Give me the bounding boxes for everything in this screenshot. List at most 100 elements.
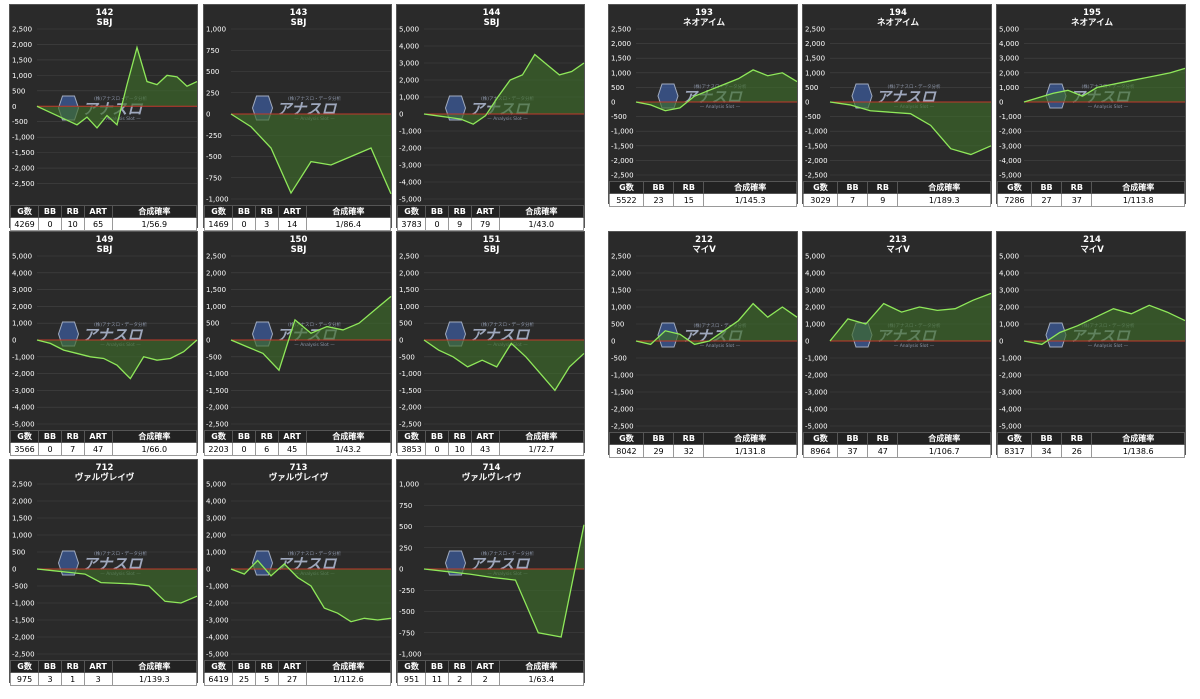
stats-value: 7 bbox=[836, 193, 869, 207]
stats-header: RB bbox=[673, 181, 705, 194]
stats-value: 3029 bbox=[803, 193, 838, 207]
y-tick-label: 1,500 bbox=[12, 515, 32, 523]
stats-header: G数 bbox=[203, 660, 234, 673]
stats-value: 47 bbox=[83, 442, 113, 456]
watermark-top: (株)アナスロ・データ分析 bbox=[288, 321, 341, 328]
series-line bbox=[829, 101, 992, 156]
stats-value: 1/43.2 bbox=[305, 442, 392, 456]
chart-model: マイV bbox=[886, 245, 910, 255]
y-tick-label: 1,500 bbox=[399, 286, 419, 294]
watermark-top: (株)アナスロ・データ分析 bbox=[94, 550, 147, 557]
stats-table: G数 BB RB 合成確率 8964 37 47 1/106.7 bbox=[803, 432, 991, 458]
series-area bbox=[830, 293, 991, 341]
stats-header: G数 bbox=[9, 430, 40, 443]
y-tick-label: -1,000 bbox=[611, 372, 634, 380]
chart-model: ヴァルヴレイヴ bbox=[75, 472, 135, 483]
y-tick-label: 2,000 bbox=[399, 269, 419, 277]
stats-header: BB bbox=[425, 430, 449, 443]
y-tick-label: -2,500 bbox=[611, 423, 634, 431]
y-tick-label: -1,500 bbox=[12, 617, 35, 625]
stats-header: 合成確率 bbox=[498, 430, 585, 443]
y-tick-label: 4,000 bbox=[805, 270, 825, 278]
chart-panel-713: 713 ヴァルヴレイヴ 5,000 4,000 3,000 2,000 1,000 0 -1,0… bbox=[203, 459, 392, 686]
stats-header: G数 bbox=[997, 432, 1032, 445]
series-line bbox=[36, 339, 198, 380]
y-tick-label: -3,000 bbox=[999, 142, 1022, 150]
y-tick-label: -1,000 bbox=[999, 113, 1022, 121]
y-tick-label: -5,000 bbox=[399, 196, 422, 204]
chart-number: 142 bbox=[96, 8, 114, 18]
y-tick-label: -4,000 bbox=[12, 404, 35, 412]
stats-header: RB bbox=[1061, 181, 1093, 194]
stats-header: BB bbox=[232, 660, 256, 673]
chart-model: ヴァルヴレイヴ bbox=[269, 472, 329, 483]
stats-header: BB bbox=[38, 430, 62, 443]
stats-value: 8964 bbox=[803, 444, 838, 458]
y-tick-label: -500 bbox=[611, 355, 627, 363]
stats-header: ART bbox=[277, 660, 307, 673]
stats-header: G数 bbox=[609, 432, 644, 445]
y-tick-label: -4,000 bbox=[999, 157, 1022, 165]
y-tick-label: -2,000 bbox=[999, 372, 1022, 380]
chart-model: ヴァルヴレイヴ bbox=[462, 472, 522, 483]
stats-header: 合成確率 bbox=[1091, 432, 1185, 445]
chart-number: 212 bbox=[695, 235, 713, 245]
y-tick-label: 0 bbox=[206, 566, 210, 574]
series-area bbox=[830, 102, 991, 155]
chart-model: SBJ bbox=[97, 245, 113, 255]
y-tick-label: 2,000 bbox=[805, 304, 825, 312]
y-tick-label: -500 bbox=[399, 353, 415, 361]
chart-panel-151: 151 SBJ 2,500 2,000 1,500 1,000 500 0 -500 -1,000… bbox=[396, 231, 585, 456]
y-tick-label: 500 bbox=[12, 87, 25, 95]
stats-value: 3566 bbox=[9, 442, 40, 456]
y-tick-label: 4,000 bbox=[206, 498, 226, 506]
y-tick-label: 500 bbox=[399, 320, 412, 328]
watermark-sub: — Analysis Slot — bbox=[894, 343, 935, 349]
stats-header: 合成確率 bbox=[703, 181, 797, 194]
chart-model: SBJ bbox=[291, 245, 307, 255]
stats-table: G数 BB RB ART 合成確率 2203 0 6 45 1/43.2 bbox=[203, 430, 392, 456]
y-tick-label: -750 bbox=[399, 629, 415, 637]
y-tick-label: -1,000 bbox=[206, 196, 229, 204]
y-tick-label: -4,000 bbox=[399, 179, 422, 187]
y-tick-label: -1,000 bbox=[999, 355, 1022, 363]
stats-value: 1/138.6 bbox=[1091, 444, 1185, 458]
chart-number: 144 bbox=[483, 8, 501, 18]
y-tick-label: -2,000 bbox=[206, 600, 229, 608]
y-tick-label: 0 bbox=[399, 566, 403, 574]
y-tick-label: -500 bbox=[399, 608, 415, 616]
stats-value: 1/139.3 bbox=[111, 672, 198, 686]
stats-header: 合成確率 bbox=[1091, 181, 1185, 194]
stats-header: RB bbox=[254, 660, 279, 673]
stats-value: 3853 bbox=[396, 442, 427, 456]
y-tick-label: 250 bbox=[399, 544, 412, 552]
y-tick-label: 1,000 bbox=[611, 304, 631, 312]
y-tick-label: 250 bbox=[206, 89, 219, 97]
series-area bbox=[37, 47, 197, 128]
chart-panel-149: 149 SBJ 5,000 4,000 3,000 2,000 1,000 0 -1,000 -2… bbox=[9, 231, 198, 456]
y-tick-label: 1,500 bbox=[611, 55, 631, 63]
stats-value: 1/63.4 bbox=[498, 672, 585, 686]
y-tick-label: 0 bbox=[12, 337, 16, 345]
series-line bbox=[829, 292, 992, 342]
y-tick-label: -3,000 bbox=[999, 389, 1022, 397]
chart-panel-150: 150 SBJ 2,500 2,000 1,500 1,000 500 0 -500 -1,000… bbox=[203, 231, 392, 456]
stats-header: RB bbox=[1061, 432, 1093, 445]
stats-header: ART bbox=[470, 205, 500, 218]
stats-value: 3 bbox=[254, 217, 279, 231]
y-tick-label: 500 bbox=[12, 549, 25, 557]
y-tick-label: 0 bbox=[611, 338, 615, 346]
y-tick-label: -5,000 bbox=[999, 423, 1022, 431]
series-area bbox=[1024, 68, 1185, 102]
stats-header: RB bbox=[254, 430, 279, 443]
watermark-top: (株)アナスロ・データ分析 bbox=[888, 83, 941, 90]
y-tick-label: 4,000 bbox=[399, 43, 419, 51]
y-tick-label: -750 bbox=[206, 174, 222, 182]
watermark-top: (株)アナスロ・データ分析 bbox=[694, 322, 747, 329]
